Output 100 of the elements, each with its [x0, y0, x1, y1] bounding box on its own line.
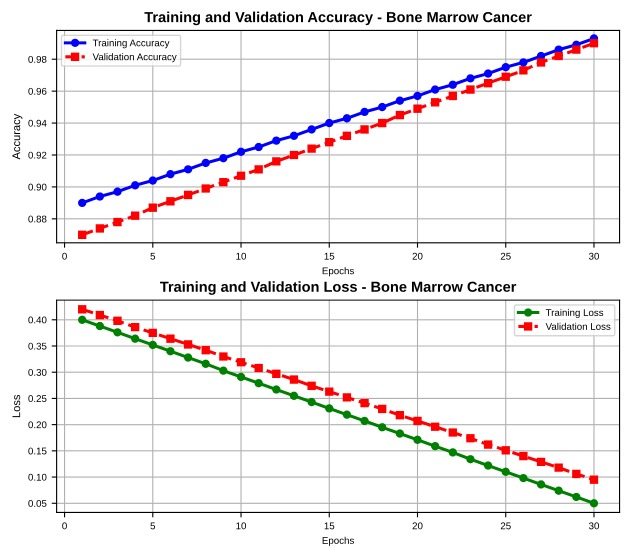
- x-tick-label: 0: [62, 252, 67, 260]
- point: [448, 80, 457, 89]
- point: [113, 218, 122, 226]
- legend-label: Validation Loss: [546, 322, 610, 330]
- point: [502, 63, 510, 72]
- point: [430, 442, 440, 450]
- point: [396, 429, 404, 438]
- point: [166, 347, 175, 356]
- point: [307, 382, 316, 390]
- point: [78, 316, 86, 324]
- point: [484, 78, 492, 88]
- point: [396, 96, 404, 105]
- point: [466, 85, 475, 94]
- point: [148, 204, 157, 212]
- point: [360, 398, 369, 408]
- point: [166, 334, 175, 343]
- point: [254, 165, 263, 174]
- point: [166, 197, 175, 206]
- point: [413, 92, 422, 100]
- point: [413, 416, 422, 426]
- x-tick-label: 15: [324, 522, 334, 530]
- chart-title: Training and Validation Accuracy - Bone Marrow Cancer: [144, 12, 532, 26]
- point: [202, 158, 210, 168]
- point: [148, 328, 157, 338]
- point: [236, 358, 246, 366]
- point: [536, 480, 546, 489]
- point: [413, 104, 422, 113]
- y-tick-label: 0.20: [28, 421, 47, 428]
- point: [184, 165, 192, 174]
- point: [184, 190, 192, 200]
- point: [448, 448, 457, 457]
- point: [536, 458, 546, 466]
- point: [484, 440, 492, 449]
- point: [272, 385, 280, 394]
- x-axis-title: Epochs: [322, 267, 354, 276]
- point: [572, 470, 580, 478]
- point: [113, 316, 122, 325]
- x-tick-label: 10: [236, 252, 246, 260]
- point: [519, 474, 528, 482]
- point: [236, 148, 246, 156]
- x-axis-title: Epochs: [322, 536, 354, 546]
- point: [325, 387, 334, 396]
- point: [378, 102, 386, 112]
- y-tick-label: 0.10: [28, 474, 47, 481]
- point: [590, 476, 598, 484]
- point: [290, 375, 298, 384]
- point: [519, 58, 528, 67]
- point: [272, 136, 280, 145]
- point: [325, 404, 334, 413]
- point: [272, 370, 280, 378]
- point: [113, 188, 122, 196]
- point: [236, 172, 246, 180]
- point: [360, 416, 369, 426]
- point: [590, 499, 598, 508]
- legend-label: Training Loss: [546, 308, 604, 318]
- x-tick-label: 25: [500, 252, 511, 260]
- point: [519, 452, 528, 460]
- point: [290, 392, 298, 400]
- point: [554, 486, 563, 495]
- point: [430, 422, 440, 431]
- point: [466, 455, 475, 464]
- point: [130, 211, 140, 220]
- point: [466, 434, 475, 442]
- point: [325, 138, 334, 146]
- point: [202, 184, 210, 193]
- point: [219, 178, 228, 186]
- point: [184, 340, 192, 349]
- point: [342, 114, 352, 122]
- point: [502, 446, 510, 454]
- y-tick-label: 0.88: [28, 216, 46, 222]
- point: [502, 468, 510, 476]
- y-tick-label: 0.94: [28, 120, 47, 127]
- x-tick-label: 20: [412, 252, 423, 260]
- point: [307, 125, 316, 134]
- point: [130, 181, 140, 190]
- point: [342, 410, 352, 419]
- y-tick-label: 0.92: [28, 152, 46, 159]
- y-tick-label: 0.96: [28, 88, 46, 95]
- point: [254, 379, 263, 388]
- point: [78, 198, 86, 208]
- point: [202, 360, 210, 368]
- point: [466, 74, 475, 83]
- point: [342, 393, 352, 402]
- point: [448, 92, 457, 100]
- y-tick-label: 0.98: [28, 56, 46, 63]
- point: [290, 132, 298, 140]
- point: [484, 461, 492, 470]
- point: [413, 436, 422, 444]
- x-tick-label: 30: [588, 252, 600, 260]
- point: [184, 353, 192, 362]
- x-tick-label: 15: [324, 252, 334, 260]
- point: [148, 176, 157, 185]
- point: [484, 69, 492, 78]
- point: [96, 224, 104, 233]
- point: [96, 192, 104, 201]
- y-tick-label: 0.90: [28, 184, 47, 191]
- point: [78, 305, 86, 314]
- x-tick-label: 10: [236, 522, 246, 530]
- point: [130, 322, 140, 332]
- point: [430, 98, 440, 106]
